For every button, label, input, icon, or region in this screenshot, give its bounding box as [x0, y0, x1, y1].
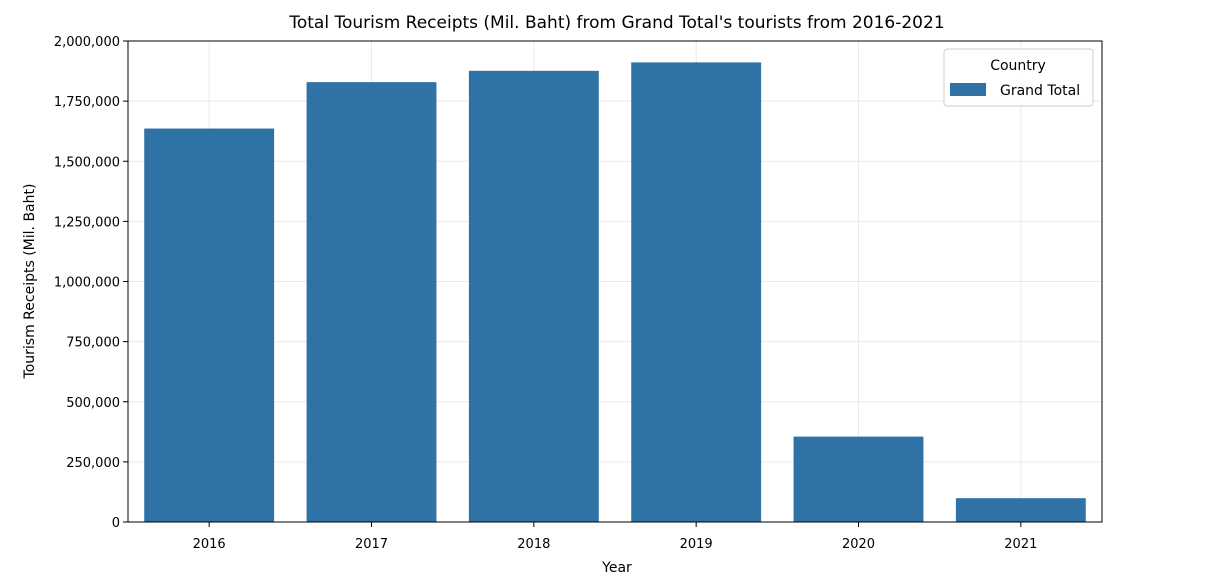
x-tick-label: 2017	[355, 537, 388, 552]
x-tick-label: 2019	[680, 537, 713, 552]
x-axis-title: Year	[601, 560, 632, 576]
legend: Country Grand Total	[943, 48, 1094, 107]
y-tick-label: 0	[112, 516, 120, 531]
x-tick-label: 2020	[842, 537, 875, 552]
x-tick-label: 2018	[517, 537, 550, 552]
y-tick-label: 1,250,000	[54, 215, 120, 230]
legend-label: Grand Total	[1000, 83, 1080, 99]
y-axis-ticks: 0 250,000 500,000 750,000 1,000,000 1,250,000…	[54, 35, 128, 531]
bar-2017	[306, 82, 437, 523]
x-axis-ticks: 2016 2017 2018 2019 2020 2021	[193, 522, 1037, 552]
y-tick-label: 2,000,000	[54, 35, 120, 50]
y-axis-title: Tourism Receipts (Mil. Baht)	[22, 184, 38, 380]
y-tick-label: 250,000	[66, 456, 120, 471]
x-tick-label: 2016	[193, 537, 226, 552]
bar-2019	[631, 62, 762, 522]
bar-2016	[144, 128, 275, 523]
bars	[144, 62, 1086, 523]
bar-2018	[468, 70, 599, 523]
bar-2020	[793, 436, 924, 522]
x-tick-label: 2021	[1004, 537, 1037, 552]
y-tick-label: 500,000	[66, 396, 120, 411]
legend-title: Country	[990, 58, 1046, 74]
y-tick-label: 1,500,000	[54, 155, 120, 170]
legend-swatch	[950, 83, 986, 96]
bar-2021	[955, 498, 1086, 522]
y-tick-label: 1,750,000	[54, 95, 120, 110]
chart-title: Total Tourism Receipts (Mil. Baht) from …	[288, 13, 944, 33]
y-tick-label: 1,000,000	[54, 276, 120, 291]
y-tick-label: 750,000	[66, 336, 120, 351]
